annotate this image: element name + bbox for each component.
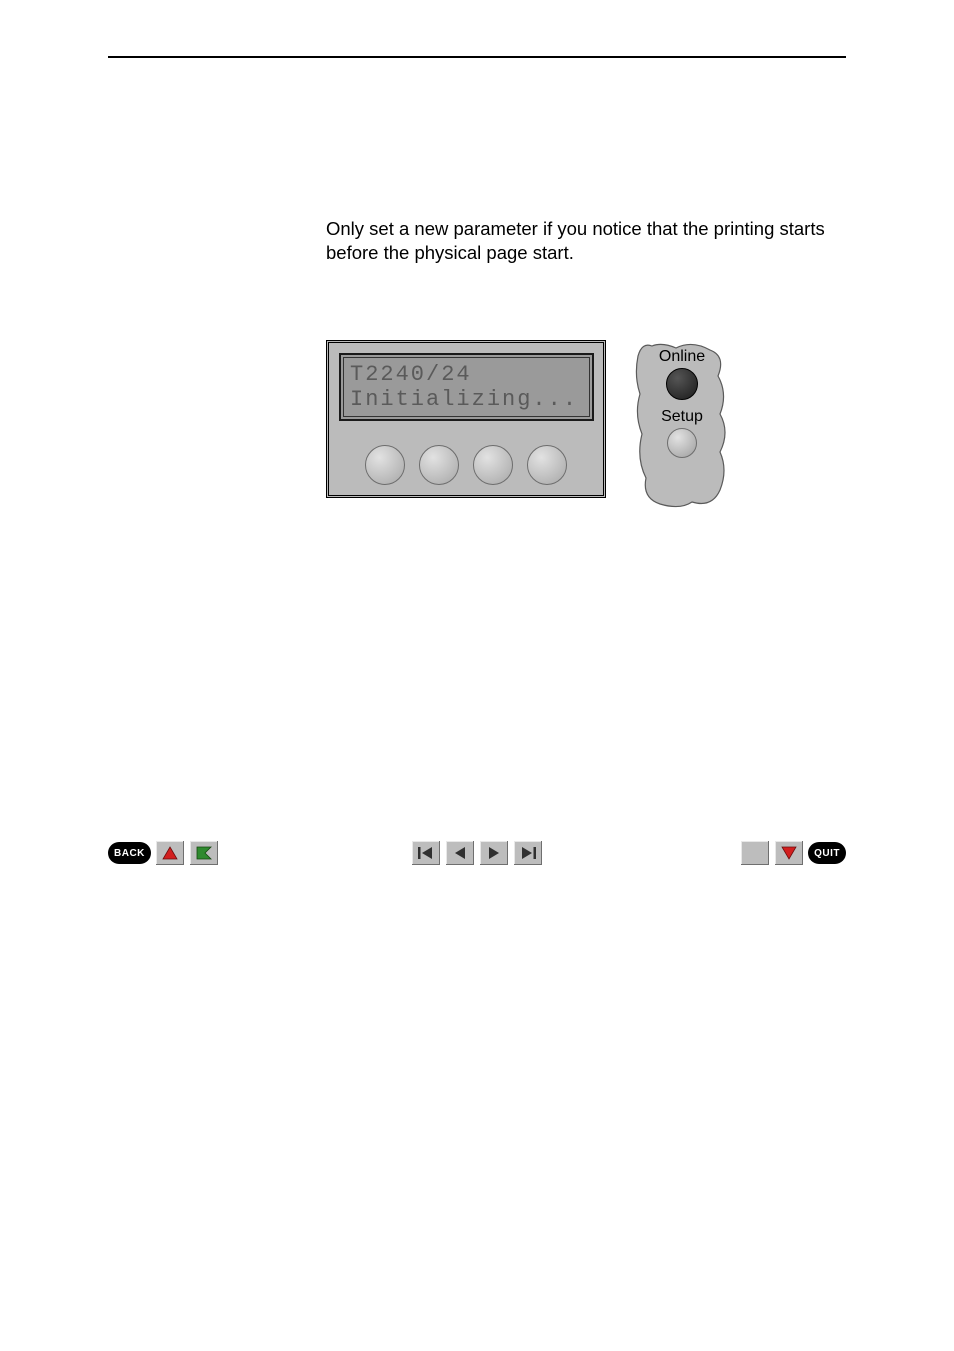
prev-page-button[interactable]: [445, 840, 475, 866]
page: Only set a new parameter if you notice t…: [0, 0, 954, 1351]
blank-button[interactable]: [740, 840, 770, 866]
triangle-left-icon: [450, 845, 470, 861]
first-page-button[interactable]: [411, 840, 441, 866]
horizontal-rule: [108, 56, 846, 58]
lcd-line-1: T2240/24: [350, 362, 583, 387]
nav-group-center: [411, 840, 543, 866]
panel-button-4[interactable]: [527, 445, 567, 485]
flag-green-button[interactable]: [189, 840, 219, 866]
triangle-down-icon: [780, 845, 798, 861]
next-page-button[interactable]: [479, 840, 509, 866]
lcd-screen: T2240/24 Initializing...: [343, 357, 590, 417]
lcd-frame: T2240/24 Initializing...: [339, 353, 594, 421]
down-red-button[interactable]: [774, 840, 804, 866]
printer-control-panel: T2240/24 Initializing...: [326, 340, 606, 498]
flag-icon: [195, 845, 213, 861]
panel-button-3[interactable]: [473, 445, 513, 485]
panel-button-row: [329, 445, 603, 485]
back-pill[interactable]: BACK: [108, 842, 151, 864]
body-paragraph: Only set a new parameter if you notice t…: [326, 217, 846, 266]
setup-button[interactable]: [667, 428, 697, 458]
first-page-icon: [416, 845, 436, 861]
lcd-line-2: Initializing...: [350, 387, 583, 412]
panel-button-2[interactable]: [419, 445, 459, 485]
quit-pill[interactable]: QUIT: [808, 842, 846, 864]
nav-group-left: BACK: [108, 840, 219, 866]
online-led: [666, 368, 698, 400]
setup-label: Setup: [661, 408, 703, 426]
side-panel-content: Online Setup: [632, 348, 732, 458]
side-panel: Online Setup: [632, 340, 732, 510]
online-label: Online: [659, 348, 705, 366]
nav-group-right: QUIT: [740, 840, 846, 866]
triangle-right-icon: [484, 845, 504, 861]
last-page-icon: [518, 845, 538, 861]
up-red-button[interactable]: [155, 840, 185, 866]
last-page-button[interactable]: [513, 840, 543, 866]
panel-button-1[interactable]: [365, 445, 405, 485]
triangle-up-icon: [161, 845, 179, 861]
